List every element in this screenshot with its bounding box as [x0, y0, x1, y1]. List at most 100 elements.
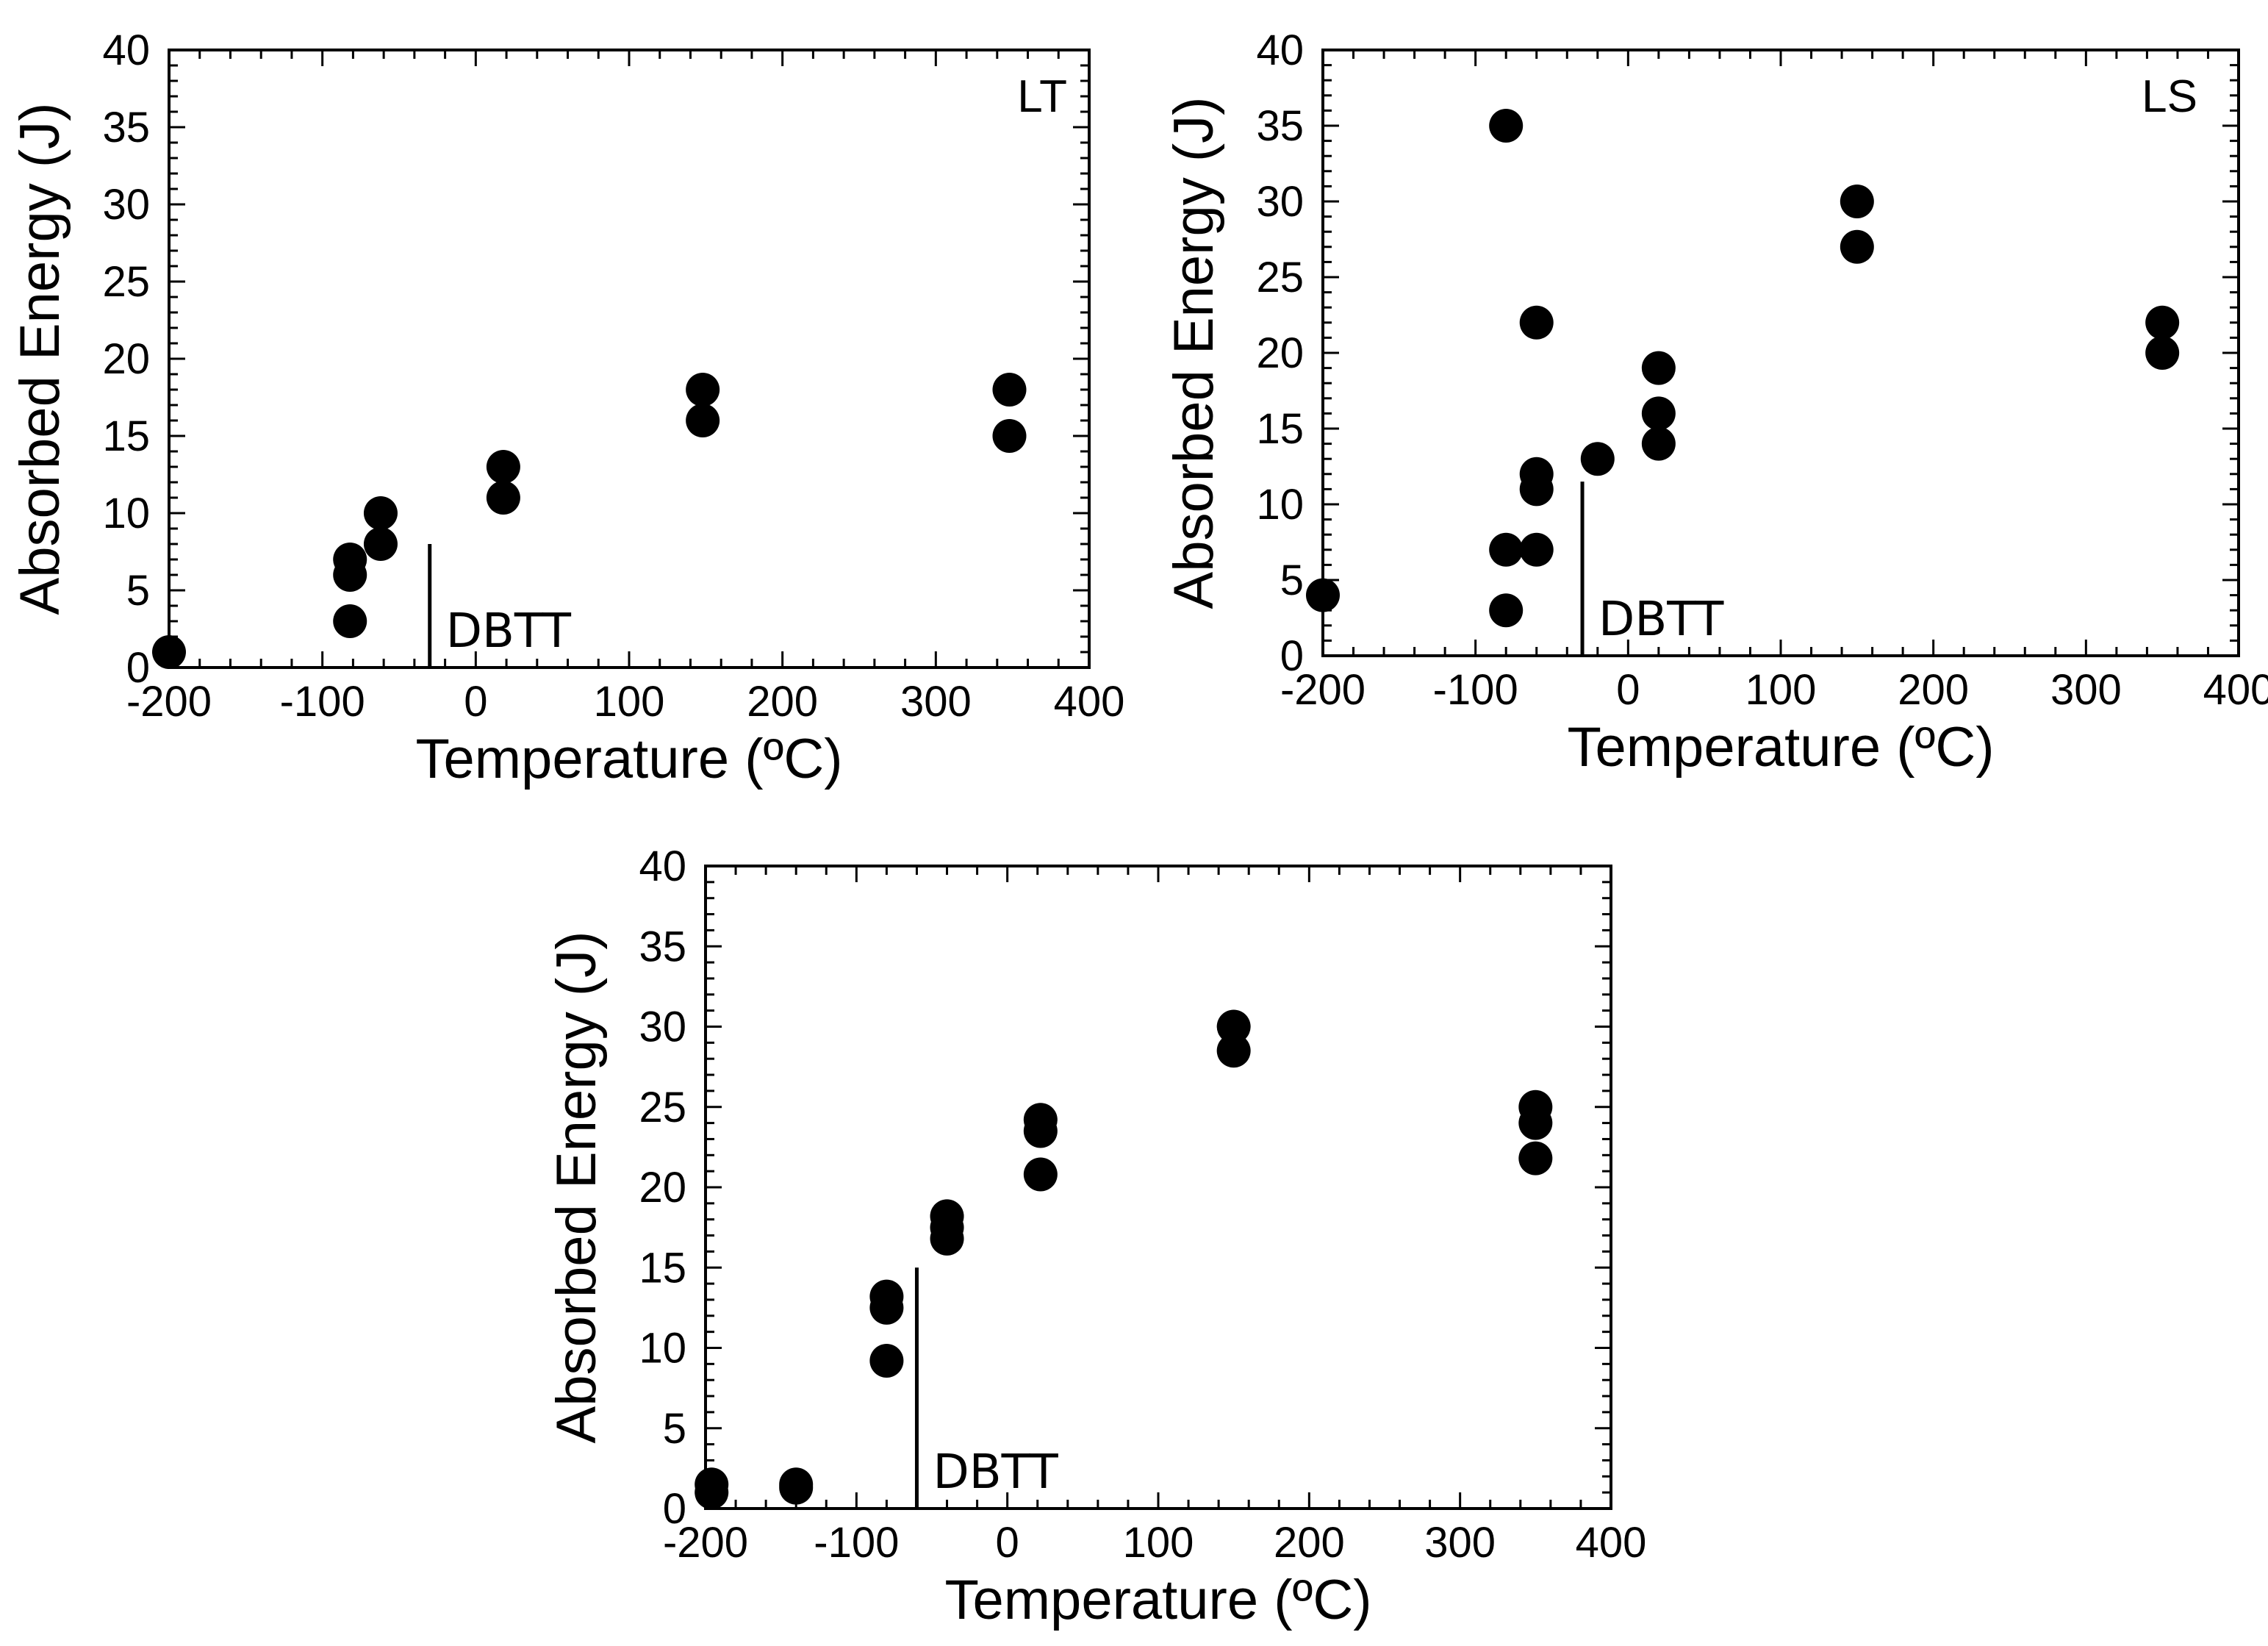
- data-point: [152, 635, 186, 669]
- x-tick-label: 100: [1123, 1519, 1194, 1567]
- x-tick-label: -200: [1280, 666, 1366, 714]
- x-tick-label: 400: [1576, 1519, 1647, 1567]
- data-point: [686, 373, 720, 407]
- y-tick-label: 10: [639, 1325, 686, 1373]
- x-tick-label: 400: [2203, 666, 2268, 714]
- data-point: [1216, 1009, 1251, 1044]
- x-axis-title: Temperature (ºC): [415, 728, 842, 790]
- y-tick-label: 15: [1256, 405, 1304, 453]
- data-point: [1518, 1141, 1553, 1176]
- x-tick-label: 300: [2050, 666, 2122, 714]
- data-point: [363, 496, 398, 530]
- data-point: [1641, 426, 1676, 461]
- x-tick-label: 0: [996, 1519, 1019, 1567]
- data-point: [333, 604, 367, 638]
- x-axis-title: Temperature (ºC): [1567, 716, 1994, 779]
- y-axis-title: Absorbed Energy (J): [1163, 97, 1225, 609]
- x-tick-label: -100: [280, 678, 365, 726]
- data-point: [992, 419, 1027, 453]
- y-tick-label: 25: [1256, 254, 1304, 301]
- data-point: [1023, 1114, 1058, 1148]
- plot-frame: [704, 865, 1612, 1510]
- y-tick-label: 30: [1256, 178, 1304, 226]
- y-tick-label: 25: [639, 1084, 686, 1131]
- y-tick-label: 15: [639, 1244, 686, 1292]
- plot-frame: [1321, 49, 2240, 657]
- chart-bottom: -200 -100 0 100 200 300 400 0 5 10 15 20 25 30 35 40 Tem…: [545, 842, 1646, 1631]
- x-tick-label: 0: [464, 678, 487, 726]
- y-tick-label: 40: [639, 842, 686, 890]
- panel-tag: LS: [2142, 71, 2197, 122]
- data-point: [869, 1343, 904, 1378]
- data-point: [333, 558, 367, 592]
- y-tick-label: 30: [639, 1003, 686, 1051]
- panel-tag: LT: [1017, 71, 1067, 122]
- x-tick-label: 100: [1745, 666, 1817, 714]
- y-tick-label: 5: [126, 567, 150, 615]
- data-point: [1489, 109, 1524, 143]
- data-point: [869, 1290, 904, 1325]
- chart-ls: -200 -100 0 100 200 300 400 0 5 10 15 20 25 30 35 40 Tem…: [1163, 26, 2268, 779]
- y-tick-label: 40: [102, 26, 150, 74]
- dbtt-label: DBTT: [1598, 593, 1724, 647]
- y-tick-label: 20: [1256, 329, 1304, 377]
- dbtt-label: DBTT: [933, 1445, 1058, 1500]
- dbtt-label: DBTT: [446, 604, 572, 659]
- x-tick-label: -200: [663, 1519, 748, 1567]
- data-point: [1840, 185, 1874, 218]
- x-tick-label: 300: [900, 678, 972, 726]
- y-tick-label: 35: [1256, 102, 1304, 150]
- y-tick-label: 5: [663, 1405, 686, 1453]
- x-axis-title: Temperature (ºC): [944, 1569, 1371, 1631]
- y-axis-title: Absorbed Energy (J): [545, 931, 608, 1444]
- data-point: [1306, 578, 1340, 612]
- data-point: [1580, 442, 1615, 476]
- data-point: [779, 1470, 814, 1505]
- data-point: [486, 450, 520, 484]
- data-point: [1641, 351, 1676, 385]
- data-point: [1519, 532, 1554, 567]
- data-point: [1216, 1034, 1251, 1068]
- y-tick-label: 35: [639, 923, 686, 970]
- x-tick-label: -200: [126, 678, 212, 726]
- y-tick-label: 5: [1280, 557, 1304, 604]
- y-axis-title: Absorbed Energy (J): [9, 103, 71, 615]
- data-point: [1489, 532, 1524, 567]
- x-tick-label: 200: [1898, 666, 1969, 714]
- x-tick-label: 200: [1274, 1519, 1345, 1567]
- data-point: [1023, 1157, 1058, 1192]
- y-tick-label: 0: [663, 1485, 686, 1533]
- data-point: [2145, 305, 2180, 340]
- y-tick-label: 20: [102, 335, 150, 383]
- y-tick-label: 10: [102, 490, 150, 537]
- chart-lt: -200 -100 0 100 200 300 400 0 5 10 15 20 25 30 35 40 Tem…: [9, 26, 1124, 790]
- x-tick-label: -100: [1433, 666, 1518, 714]
- data-point: [1518, 1106, 1553, 1140]
- data-point: [2145, 336, 2180, 370]
- plot-frame: [168, 49, 1091, 669]
- x-tick-label: 200: [747, 678, 818, 726]
- data-point: [486, 481, 520, 515]
- x-tick-label: 300: [1424, 1519, 1496, 1567]
- data-point: [992, 373, 1027, 407]
- x-tick-label: 100: [594, 678, 665, 726]
- y-tick-label: 0: [126, 644, 150, 692]
- data-point: [363, 527, 398, 561]
- y-tick-label: 10: [1256, 481, 1304, 529]
- data-point: [930, 1221, 964, 1256]
- data-point: [1489, 593, 1524, 628]
- y-tick-label: 35: [102, 104, 150, 151]
- x-tick-label: -100: [814, 1519, 899, 1567]
- data-point: [1519, 472, 1554, 507]
- y-tick-label: 0: [1280, 632, 1304, 680]
- data-point: [1641, 396, 1676, 431]
- y-tick-label: 15: [102, 412, 150, 460]
- x-tick-label: 400: [1054, 678, 1125, 726]
- data-point: [695, 1475, 729, 1510]
- data-point: [1519, 305, 1554, 340]
- y-tick-label: 25: [102, 258, 150, 306]
- y-tick-label: 20: [639, 1164, 686, 1212]
- x-tick-label: 0: [1616, 666, 1640, 714]
- y-tick-label: 30: [102, 181, 150, 229]
